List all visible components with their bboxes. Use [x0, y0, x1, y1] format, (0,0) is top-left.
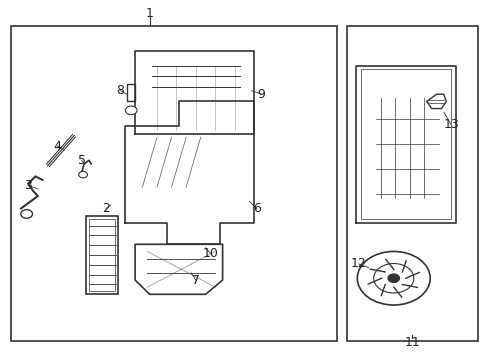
Circle shape: [79, 171, 87, 178]
Text: 9: 9: [257, 88, 265, 101]
Text: 5: 5: [78, 154, 85, 167]
Text: 4: 4: [53, 140, 61, 153]
Text: 1: 1: [145, 8, 153, 21]
Text: 13: 13: [442, 118, 458, 131]
Circle shape: [357, 251, 429, 305]
Text: 12: 12: [350, 257, 366, 270]
Circle shape: [373, 264, 413, 293]
Text: 6: 6: [252, 202, 260, 215]
Bar: [346, 26, 477, 341]
Bar: [11, 26, 336, 341]
Text: 8: 8: [116, 84, 124, 97]
Circle shape: [387, 274, 399, 283]
Circle shape: [125, 106, 137, 114]
Circle shape: [21, 210, 32, 218]
Text: 3: 3: [24, 179, 32, 192]
Bar: [86, 216, 118, 294]
Text: 7: 7: [191, 274, 200, 287]
Text: 2: 2: [102, 202, 110, 215]
Text: 11: 11: [404, 336, 419, 349]
Bar: [361, 69, 450, 219]
Bar: [89, 219, 115, 292]
Text: 10: 10: [202, 247, 218, 260]
